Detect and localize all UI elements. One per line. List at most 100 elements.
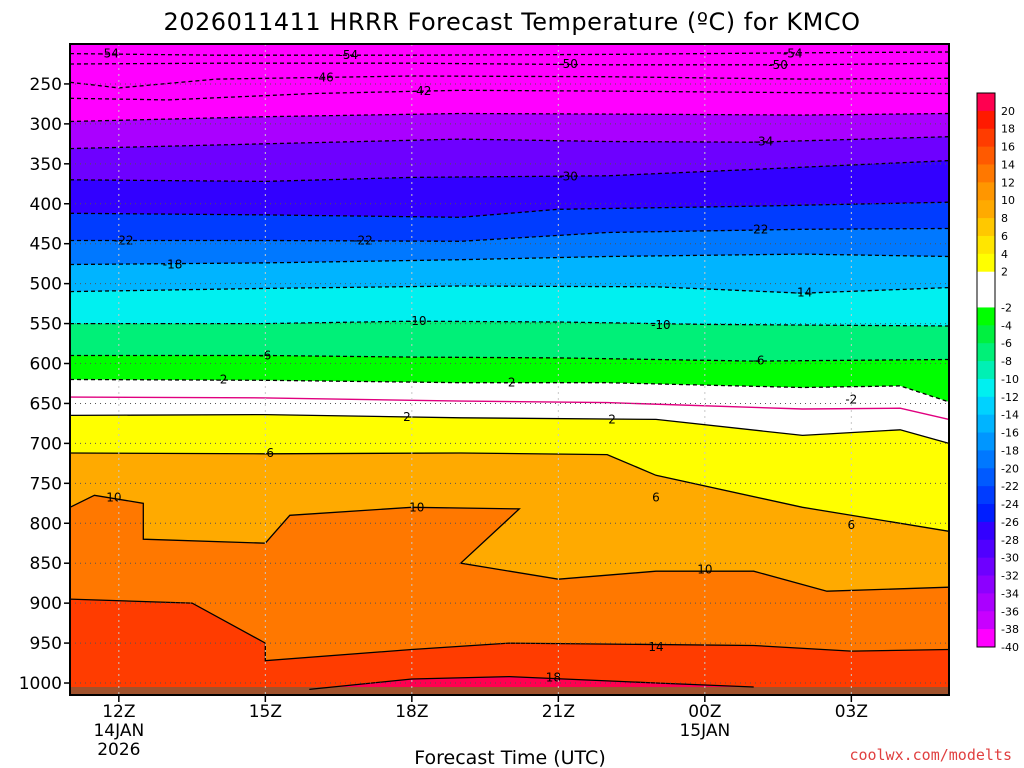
colorbar-swatch bbox=[977, 253, 995, 273]
colorbar-swatch bbox=[977, 182, 995, 201]
isotherm-label: -54 bbox=[339, 48, 359, 62]
x-tick-date: 14JAN bbox=[93, 721, 144, 741]
y-tick-label: 500 bbox=[30, 275, 62, 295]
isotherm-label: 2 bbox=[403, 410, 411, 424]
isotherm-2 bbox=[69, 413, 950, 445]
x-tick-label: 00Z bbox=[688, 702, 721, 722]
colorbar-label: -36 bbox=[1001, 605, 1019, 618]
y-tick-label: 850 bbox=[30, 554, 62, 574]
isotherm-label: 10 bbox=[106, 491, 121, 505]
colorbar-swatch bbox=[977, 414, 995, 434]
colorbar-legend: 20 18 16 14 12 10 8 6 4 2 -2 -4 -6 -8 -10 -12 -14 -16 -18 -… bbox=[976, 92, 1019, 654]
isotherm-18 bbox=[309, 675, 754, 691]
isotherm-label: -6 bbox=[753, 353, 765, 367]
colorbar-swatch bbox=[977, 486, 995, 505]
colorbar-frame bbox=[976, 92, 996, 648]
colorbar-swatch bbox=[977, 396, 995, 416]
colorbar-swatch bbox=[977, 200, 995, 219]
isotherm-label: -54 bbox=[783, 47, 803, 61]
credit-text: coolwx.com/modelts bbox=[849, 746, 1012, 764]
colorbar-label: -8 bbox=[1001, 355, 1012, 368]
colorbar-label: -10 bbox=[1001, 373, 1019, 386]
x-tick-label: 21Z bbox=[542, 702, 575, 722]
isotherm--38 bbox=[69, 112, 950, 123]
isotherm-label: -30 bbox=[558, 170, 578, 184]
colorbar-label: -26 bbox=[1001, 516, 1019, 529]
isotherm-label: 14 bbox=[648, 640, 663, 654]
colorbar-label: -30 bbox=[1001, 552, 1019, 565]
isotherm-label: -46 bbox=[314, 71, 334, 85]
isotherm-label: -18 bbox=[163, 257, 183, 271]
isotherm-label: 18 bbox=[546, 670, 561, 684]
colorbar-label: -14 bbox=[1001, 409, 1019, 422]
colorbar-swatch bbox=[977, 164, 995, 183]
x-tick-label: 15Z bbox=[249, 702, 282, 722]
isotherm-label: -2 bbox=[504, 376, 516, 390]
isotherm--54 bbox=[69, 51, 950, 56]
y-tick-label: 250 bbox=[30, 75, 62, 95]
y-tick-label: 300 bbox=[30, 115, 62, 135]
colorbar-swatch bbox=[977, 575, 995, 594]
colorbar-swatch bbox=[977, 378, 995, 398]
colorbar-label: -12 bbox=[1001, 391, 1019, 404]
pressure-axis: 250 300 350 400 450 500 550 600 650 700 750 800 850 9… bbox=[19, 75, 70, 694]
isotherm-label: -34 bbox=[754, 134, 774, 148]
x-tick-label: 18Z bbox=[395, 702, 428, 722]
colorbar-swatch bbox=[977, 539, 995, 559]
colorbar-swatch bbox=[977, 325, 995, 344]
colorbar-swatch bbox=[977, 146, 995, 165]
colorbar-swatch bbox=[977, 343, 995, 362]
colorbar-swatch bbox=[977, 557, 995, 577]
band-below-14 bbox=[70, 599, 949, 695]
isotherm-label: 2 bbox=[608, 412, 616, 426]
isotherm-label: -10 bbox=[651, 318, 671, 332]
y-tick-label: 800 bbox=[30, 514, 62, 534]
colorbar-label: 12 bbox=[1001, 176, 1015, 189]
colorbar-swatch bbox=[977, 235, 995, 255]
isotherm-label: 10 bbox=[697, 563, 712, 577]
isotherm-label: 6 bbox=[652, 491, 660, 505]
colorbar-label: -28 bbox=[1001, 534, 1019, 547]
isotherm-label: -6 bbox=[259, 349, 271, 363]
x-axis-label: Forecast Time (UTC) bbox=[414, 747, 605, 768]
colorbar-swatch bbox=[977, 93, 995, 112]
isotherm--10 bbox=[70, 320, 950, 327]
colorbar-swatch bbox=[977, 361, 995, 380]
isotherm-label: -50 bbox=[768, 58, 788, 72]
isotherm-label: -50 bbox=[558, 57, 578, 71]
colorbar-label: -16 bbox=[1001, 427, 1019, 440]
colorbar-label: 16 bbox=[1001, 141, 1015, 154]
colorbar-label: -18 bbox=[1001, 444, 1019, 457]
colorbar-swatch bbox=[977, 468, 995, 487]
isotherm-label: -10 bbox=[407, 314, 427, 328]
colorbar-swatch bbox=[977, 271, 995, 291]
colorbar-swatch bbox=[977, 593, 995, 612]
isotherm-label: -54 bbox=[99, 47, 119, 61]
isotherm--30 bbox=[69, 159, 950, 183]
isotherm--50 bbox=[69, 62, 950, 66]
isotherm-10 bbox=[69, 494, 950, 592]
colorbar-label: -6 bbox=[1001, 337, 1012, 350]
x-tick-label: 12Z bbox=[102, 702, 135, 722]
colorbar-label: -22 bbox=[1001, 480, 1019, 493]
isotherm-label: -22 bbox=[353, 233, 373, 247]
colorbar-label: -34 bbox=[1001, 587, 1019, 600]
isotherm--14 bbox=[69, 285, 950, 294]
colorbar-label: 18 bbox=[1001, 123, 1015, 136]
y-tick-label: 450 bbox=[30, 235, 62, 255]
colorbar-swatch bbox=[977, 128, 995, 148]
x-tick-label: 03Z bbox=[835, 702, 868, 722]
colorbar-label: 10 bbox=[1001, 194, 1015, 207]
y-tick-label: 900 bbox=[30, 594, 62, 614]
temperature-field bbox=[70, 44, 949, 696]
isotherm-label: -22 bbox=[114, 233, 134, 247]
colorbar-label: 8 bbox=[1001, 212, 1008, 225]
y-tick-label: 700 bbox=[30, 434, 62, 454]
y-tick-label: 400 bbox=[30, 195, 62, 215]
isotherm--6 bbox=[70, 354, 950, 362]
y-tick-label: 650 bbox=[30, 394, 62, 414]
isotherm-label: -2 bbox=[215, 372, 227, 386]
colorbar-swatch bbox=[977, 289, 995, 308]
colorbar-label: -20 bbox=[1001, 462, 1019, 475]
y-tick-label: 1000 bbox=[19, 674, 62, 694]
